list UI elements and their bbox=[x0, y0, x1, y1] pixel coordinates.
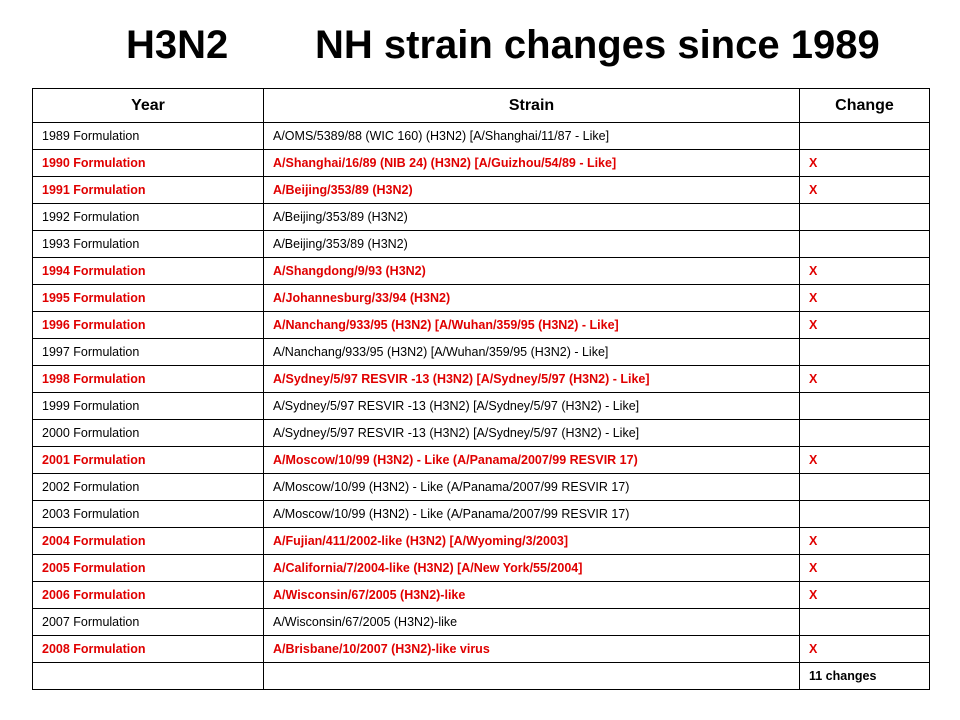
table-total-row: 11 changes bbox=[32, 662, 930, 690]
cell-change: X bbox=[799, 527, 930, 555]
cell-change: X bbox=[799, 284, 930, 312]
cell-strain: A/Sydney/5/97 RESVIR -13 (H3N2) [A/Sydne… bbox=[263, 392, 800, 420]
cell-strain: A/Moscow/10/99 (H3N2) - Like (A/Panama/2… bbox=[263, 446, 800, 474]
table-row: 2005 Formulation A/California/7/2004-like… bbox=[32, 554, 930, 582]
cell-change bbox=[799, 392, 930, 420]
table-row: 1995 Formulation A/Johannesburg/33/94 (H3… bbox=[32, 284, 930, 312]
cell-year: 2007 Formulation bbox=[32, 608, 264, 636]
cell-year: 1990 Formulation bbox=[32, 149, 264, 177]
cell-year: 1994 Formulation bbox=[32, 257, 264, 285]
strain-table: Year Strain Change 1989 Formulation A/OMS… bbox=[32, 88, 930, 690]
cell-strain: A/OMS/5389/88 (WIC 160) (H3N2) [A/Shangh… bbox=[263, 122, 800, 150]
cell-year: 1996 Formulation bbox=[32, 311, 264, 339]
table-header-row: Year Strain Change bbox=[32, 88, 930, 123]
cell-strain: A/Johannesburg/33/94 (H3N2) bbox=[263, 284, 800, 312]
cell-change: X bbox=[799, 311, 930, 339]
table-row: 2003 Formulation A/Moscow/10/99 (H3N2) - … bbox=[32, 500, 930, 528]
cell-strain: A/Beijing/353/89 (H3N2) bbox=[263, 230, 800, 258]
table-row: 1998 Formulation A/Sydney/5/97 RESVIR -13… bbox=[32, 365, 930, 393]
cell-year: 2001 Formulation bbox=[32, 446, 264, 474]
table-row: 2008 Formulation A/Brisbane/10/2007 (H3N2… bbox=[32, 635, 930, 663]
table-row: 2002 Formulation A/Moscow/10/99 (H3N2) - … bbox=[32, 473, 930, 501]
cell-change: X bbox=[799, 446, 930, 474]
cell-strain: A/Moscow/10/99 (H3N2) - Like (A/Panama/2… bbox=[263, 500, 800, 528]
cell-change bbox=[799, 419, 930, 447]
table-row: 2006 Formulation A/Wisconsin/67/2005 (H3N… bbox=[32, 581, 930, 609]
header-strain: Strain bbox=[263, 88, 800, 123]
cell-year: 1999 Formulation bbox=[32, 392, 264, 420]
table-row: 1999 Formulation A/Sydney/5/97 RESVIR -13… bbox=[32, 392, 930, 420]
table-row: 2000 Formulation A/Sydney/5/97 RESVIR -13… bbox=[32, 419, 930, 447]
table-row: 2007 Formulation A/Wisconsin/67/2005 (H3N… bbox=[32, 608, 930, 636]
cell-change bbox=[799, 500, 930, 528]
cell-year: 1992 Formulation bbox=[32, 203, 264, 231]
cell-strain: A/Sydney/5/97 RESVIR -13 (H3N2) [A/Sydne… bbox=[263, 419, 800, 447]
cell-year: 2003 Formulation bbox=[32, 500, 264, 528]
cell-year: 2000 Formulation bbox=[32, 419, 264, 447]
cell-strain: A/Nanchang/933/95 (H3N2) [A/Wuhan/359/95… bbox=[263, 311, 800, 339]
cell-change bbox=[799, 203, 930, 231]
cell-change: X bbox=[799, 149, 930, 177]
cell-strain: A/Wisconsin/67/2005 (H3N2)-like bbox=[263, 608, 800, 636]
table-row: 1989 Formulation A/OMS/5389/88 (WIC 160) … bbox=[32, 122, 930, 150]
cell-change bbox=[799, 338, 930, 366]
title-text: NH strain changes since 1989 bbox=[315, 23, 880, 67]
cell-change bbox=[799, 608, 930, 636]
cell-strain: A/Fujian/411/2002-like (H3N2) [A/Wyoming… bbox=[263, 527, 800, 555]
cell-change bbox=[799, 122, 930, 150]
table-row: 1992 Formulation A/Beijing/353/89 (H3N2) bbox=[32, 203, 930, 231]
cell-year: 1991 Formulation bbox=[32, 176, 264, 204]
cell-strain: A/Beijing/353/89 (H3N2) bbox=[263, 203, 800, 231]
cell-strain: A/Shangdong/9/93 (H3N2) bbox=[263, 257, 800, 285]
table-row: 1996 Formulation A/Nanchang/933/95 (H3N2)… bbox=[32, 311, 930, 339]
table-row: 2004 Formulation A/Fujian/411/2002-like (… bbox=[32, 527, 930, 555]
cell-strain: A/Moscow/10/99 (H3N2) - Like (A/Panama/2… bbox=[263, 473, 800, 501]
title-subtype: H3N2 bbox=[126, 23, 229, 67]
cell-strain bbox=[263, 662, 800, 690]
cell-year: 2008 Formulation bbox=[32, 635, 264, 663]
cell-change: X bbox=[799, 635, 930, 663]
cell-year: 1998 Formulation bbox=[32, 365, 264, 393]
cell-change: X bbox=[799, 554, 930, 582]
table-row: 1994 Formulation A/Shangdong/9/93 (H3N2) X bbox=[32, 257, 930, 285]
cell-year: 1989 Formulation bbox=[32, 122, 264, 150]
cell-strain: A/Brisbane/10/2007 (H3N2)-like virus bbox=[263, 635, 800, 663]
table-row: 1991 Formulation A/Beijing/353/89 (H3N2) X bbox=[32, 176, 930, 204]
total-changes: 11 changes bbox=[799, 662, 930, 690]
cell-change bbox=[799, 230, 930, 258]
cell-year: 2005 Formulation bbox=[32, 554, 264, 582]
table-row: 1993 Formulation A/Beijing/353/89 (H3N2) bbox=[32, 230, 930, 258]
cell-year: 2002 Formulation bbox=[32, 473, 264, 501]
cell-strain: A/Beijing/353/89 (H3N2) bbox=[263, 176, 800, 204]
cell-strain: A/Wisconsin/67/2005 (H3N2)-like bbox=[263, 581, 800, 609]
cell-year: 1997 Formulation bbox=[32, 338, 264, 366]
cell-strain: A/Shanghai/16/89 (NIB 24) (H3N2) [A/Guiz… bbox=[263, 149, 800, 177]
cell-change: X bbox=[799, 257, 930, 285]
cell-year: 2004 Formulation bbox=[32, 527, 264, 555]
slide-title: H3N2 NH strain changes since 1989 bbox=[0, 20, 960, 70]
table-row: 1990 Formulation A/Shanghai/16/89 (NIB 24… bbox=[32, 149, 930, 177]
cell-change: X bbox=[799, 176, 930, 204]
table-row: 1997 Formulation A/Nanchang/933/95 (H3N2)… bbox=[32, 338, 930, 366]
cell-strain: A/Nanchang/933/95 (H3N2) [A/Wuhan/359/95… bbox=[263, 338, 800, 366]
cell-year: 2006 Formulation bbox=[32, 581, 264, 609]
cell-year bbox=[32, 662, 264, 690]
cell-strain: A/California/7/2004-like (H3N2) [A/New Y… bbox=[263, 554, 800, 582]
cell-year: 1993 Formulation bbox=[32, 230, 264, 258]
cell-strain: A/Sydney/5/97 RESVIR -13 (H3N2) [A/Sydne… bbox=[263, 365, 800, 393]
table-row: 2001 Formulation A/Moscow/10/99 (H3N2) - … bbox=[32, 446, 930, 474]
cell-change bbox=[799, 473, 930, 501]
header-change: Change bbox=[799, 88, 930, 123]
table-body: 1989 Formulation A/OMS/5389/88 (WIC 160) … bbox=[32, 122, 930, 690]
cell-change: X bbox=[799, 581, 930, 609]
header-year: Year bbox=[32, 88, 264, 123]
cell-change: X bbox=[799, 365, 930, 393]
cell-year: 1995 Formulation bbox=[32, 284, 264, 312]
